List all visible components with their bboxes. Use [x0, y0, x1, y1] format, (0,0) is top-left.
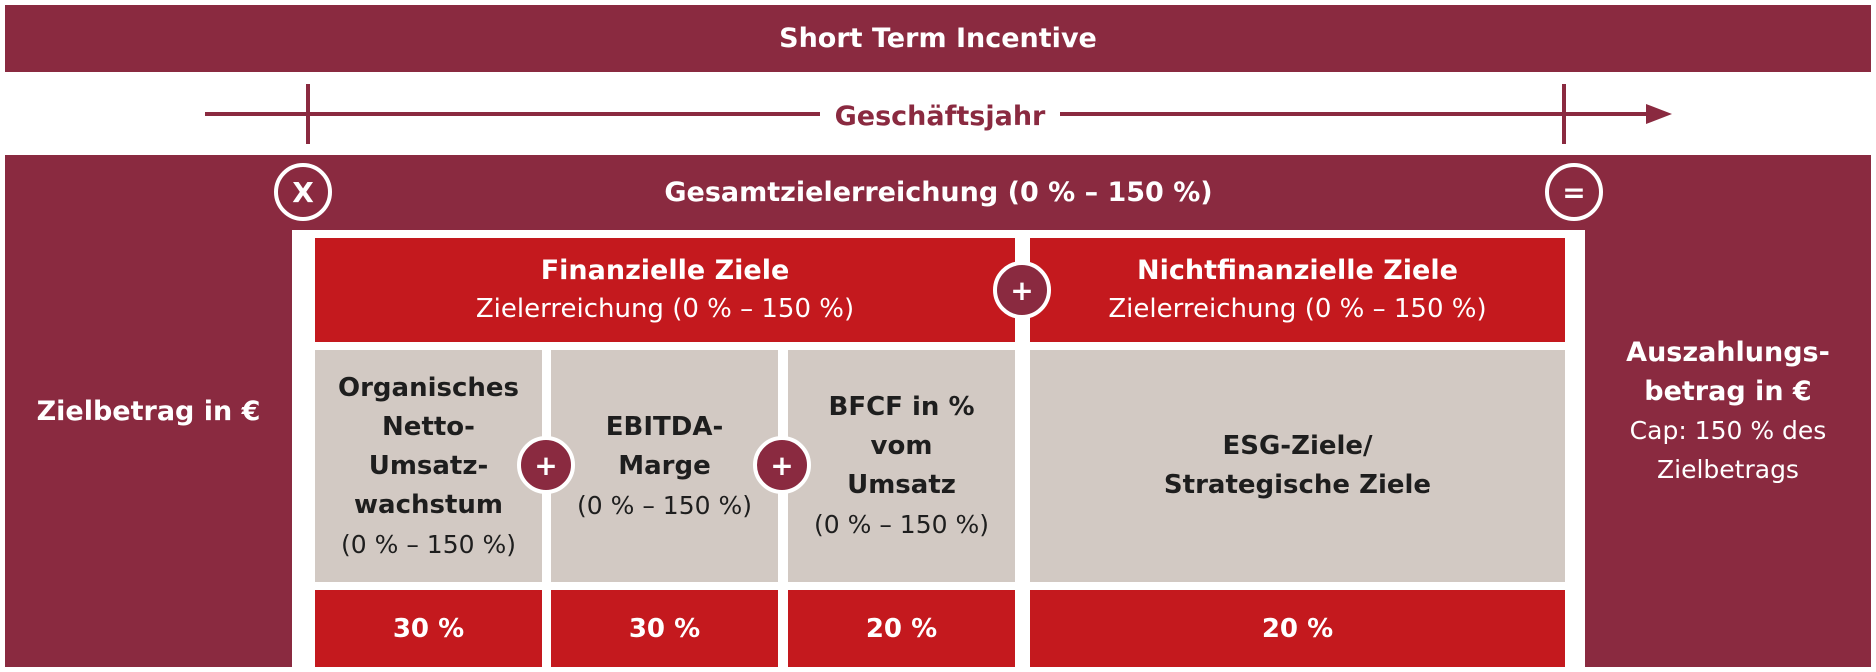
diagram-title: Short Term Incentive [779, 23, 1097, 54]
goal-line: Marge [618, 450, 711, 481]
multiply-operator: X [274, 163, 332, 221]
financial-goals-subtitle: Zielerreichung (0 % – 150 %) [475, 294, 855, 324]
equals-operator: = [1545, 163, 1603, 221]
financial-goals-title: Finanzielle Ziele [540, 255, 790, 286]
goal-cell-esg: ESG-Ziele/ Strategische Ziele [1030, 350, 1565, 582]
goal-line: ESG-Ziele/ [1222, 431, 1373, 461]
title-bar: Short Term Incentive [5, 5, 1871, 72]
payout-amount-box: Auszahlungs- betrag in € Cap: 150 % des … [1585, 155, 1871, 667]
payout-label-line: Auszahlungs- [1626, 337, 1830, 368]
goal-line: vom [870, 431, 933, 461]
weight-bfcf: 20 % [788, 590, 1015, 667]
target-amount-label: Zielbetrag in € [36, 395, 261, 427]
goal-line: Umsatz [847, 470, 956, 500]
nonfinancial-goals-title: Nichtfinanzielle Ziele [1137, 255, 1458, 286]
goal-range: (0 % – 150 %) [341, 529, 516, 559]
timeline-label: Geschäftsjahr [820, 96, 1060, 136]
goal-line: Netto- [382, 411, 475, 442]
plus-operator-goals-1: + [517, 436, 575, 494]
goal-line: Umsatz- [368, 450, 489, 481]
payout-cap-line: Zielbetrags [1657, 455, 1799, 484]
goal-line: Organisches [337, 372, 519, 403]
overall-achievement-bar: Gesamtzielerreichung (0 % – 150 %) [292, 155, 1585, 230]
payout-label-line: betrag in € [1644, 376, 1812, 407]
goal-line: EBITDA- [605, 411, 724, 442]
target-amount-box: Zielbetrag in € [5, 155, 292, 667]
goal-cell-organic-growth: Organisches Netto- Umsatz- wachstum (0 %… [315, 350, 542, 582]
goal-line: wachstum [354, 489, 503, 520]
plus-operator-goals-2: + [753, 436, 811, 494]
weight-organic-growth: 30 % [315, 590, 542, 667]
payout-cap-line: Cap: 150 % des [1629, 416, 1827, 445]
goal-cell-bfcf: BFCF in % vom Umsatz (0 % – 150 %) [788, 350, 1015, 582]
financial-goals-header: Finanzielle Ziele Zielerreichung (0 % – … [315, 238, 1015, 342]
nonfinancial-goals-subtitle: Zielerreichung (0 % – 150 %) [1108, 294, 1487, 324]
weight-ebitda-margin: 30 % [551, 590, 778, 667]
goal-line: BFCF in % [828, 392, 975, 422]
weight-esg: 20 % [1030, 590, 1565, 667]
overall-achievement-label: Gesamtzielerreichung (0 % – 150 %) [664, 177, 1213, 208]
nonfinancial-goals-header: Nichtfinanzielle Ziele Zielerreichung (0… [1030, 238, 1565, 342]
goal-range: (0 % – 150 %) [577, 490, 752, 520]
plus-operator-categories: + [993, 261, 1051, 319]
goal-range: (0 % – 150 %) [814, 510, 989, 539]
goal-line: Strategische Ziele [1163, 470, 1432, 500]
goal-cell-ebitda-margin: EBITDA- Marge (0 % – 150 %) [551, 350, 778, 582]
